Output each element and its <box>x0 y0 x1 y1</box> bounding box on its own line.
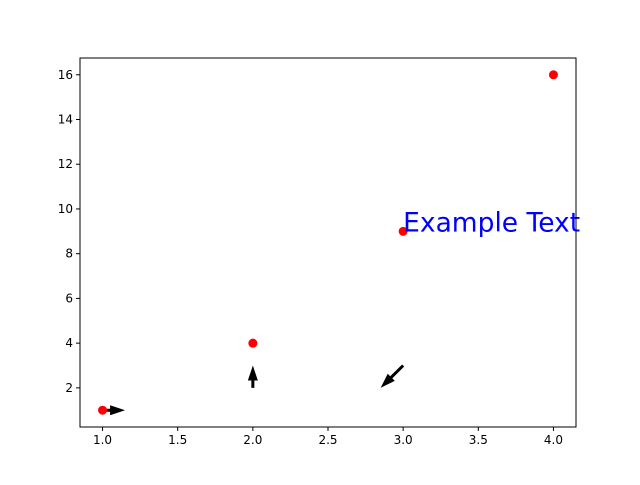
x-tick-label: 3.0 <box>394 433 413 447</box>
arrow-mark <box>102 405 126 416</box>
y-axis-ticks: 2 4 6 8 10 12 14 16 <box>58 68 80 395</box>
x-tick-label: 2.0 <box>243 433 262 447</box>
scatter-point <box>548 70 558 80</box>
y-tick-label: 4 <box>65 336 73 350</box>
x-tick-label: 1.5 <box>168 433 187 447</box>
x-tick-label: 2.5 <box>318 433 337 447</box>
y-tick-label: 16 <box>58 68 73 82</box>
y-tick-label: 2 <box>65 381 73 395</box>
x-axis-ticks: 1.0 1.5 2.0 2.5 3.0 3.5 4.0 <box>93 427 563 447</box>
arrow-annotations <box>102 364 405 416</box>
y-tick-label: 14 <box>58 113 73 127</box>
scatter-point <box>98 405 108 415</box>
x-tick-label: 1.0 <box>93 433 112 447</box>
axes-frame <box>79 57 577 428</box>
arrow-mark <box>247 365 258 388</box>
x-tick-label: 4.0 <box>544 433 563 447</box>
y-tick-label: 8 <box>65 247 73 261</box>
scatter-point <box>398 226 408 236</box>
x-tick-label: 3.5 <box>469 433 488 447</box>
annotation-text: Example Text <box>403 207 580 238</box>
plot-area <box>80 58 576 427</box>
arrow-mark <box>380 364 405 388</box>
scatter-point <box>248 338 258 348</box>
y-tick-label: 10 <box>58 202 73 216</box>
y-tick-label: 6 <box>65 291 73 305</box>
text-annotations: Example Text <box>403 207 580 238</box>
y-tick-label: 12 <box>58 157 73 171</box>
data-points <box>98 70 558 415</box>
